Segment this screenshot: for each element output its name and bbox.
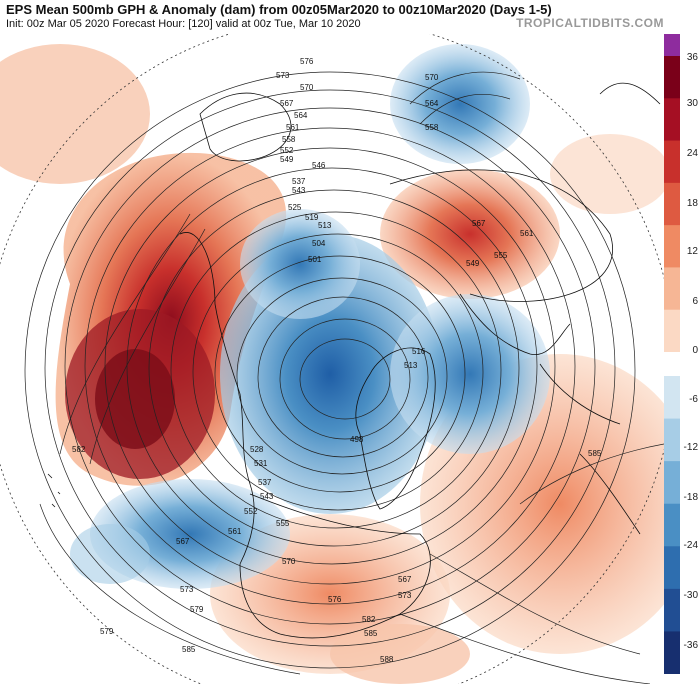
colorbar-swatch-negative bbox=[664, 546, 680, 590]
contour-label: 498 bbox=[350, 435, 364, 444]
contour-label: 567 bbox=[176, 537, 190, 546]
map-panel: 576 570 573 567 564 561 558 552 549 546 … bbox=[0, 34, 664, 684]
contour-label: 537 bbox=[292, 177, 306, 186]
contour-label: 555 bbox=[494, 251, 508, 260]
colorbar-tick: -36 bbox=[683, 640, 698, 651]
colorbar-tick: -6 bbox=[689, 394, 698, 405]
colorbar-tick: 30 bbox=[686, 98, 698, 109]
contour-label: 582 bbox=[72, 445, 86, 454]
contour-label: 576 bbox=[328, 595, 342, 604]
colorbar-swatch-negative bbox=[664, 631, 680, 675]
coastlines bbox=[47, 82, 661, 639]
contour-label: 546 bbox=[312, 161, 326, 170]
contour-label: 555 bbox=[276, 519, 290, 528]
colorbar-swatches bbox=[664, 34, 680, 675]
contour-label: 564 bbox=[294, 111, 308, 120]
contour-label: 570 bbox=[282, 557, 296, 566]
contour-label: 570 bbox=[300, 83, 314, 92]
contour-label: 585 bbox=[364, 629, 378, 638]
height-contours bbox=[24, 71, 664, 684]
colorbar-tick: 12 bbox=[686, 246, 698, 257]
colorbar-tick: 0 bbox=[692, 345, 698, 356]
contour-label: 579 bbox=[190, 605, 204, 614]
colorbar-swatch-positive bbox=[664, 140, 680, 184]
contour-label: 543 bbox=[292, 186, 306, 195]
anomaly-shading bbox=[0, 44, 664, 684]
contour-label: 501 bbox=[308, 255, 322, 264]
colorbar-tick: -18 bbox=[683, 492, 698, 503]
contour-label: 588 bbox=[380, 655, 394, 664]
contour-label: 528 bbox=[250, 445, 264, 454]
colorbar-swatch-positive bbox=[664, 98, 680, 142]
contour-label: 543 bbox=[260, 492, 274, 501]
map-title: EPS Mean 500mb GPH & Anomaly (dam) from … bbox=[6, 2, 552, 17]
contour-label: 573 bbox=[398, 591, 412, 600]
colorbar-tick: -30 bbox=[683, 590, 698, 601]
contour-label: 561 bbox=[286, 123, 300, 132]
colorbar-swatch-positive bbox=[664, 182, 680, 226]
contour-label: 513 bbox=[318, 221, 332, 230]
colorbar-tick: 24 bbox=[686, 148, 698, 159]
colorbar-swatch-positive bbox=[664, 267, 680, 311]
contour-label: 579 bbox=[100, 627, 114, 636]
colorbar-swatch-negative bbox=[664, 503, 680, 547]
hemisphere-map: 576 570 573 567 564 561 558 552 549 546 … bbox=[0, 34, 664, 684]
colorbar-tick-labels: 36 30 24 18 12 6 0 -6 -12 -18 -24 -30 -3… bbox=[680, 34, 700, 674]
contour-label: 567 bbox=[280, 99, 294, 108]
colorbar-tick: -24 bbox=[683, 540, 698, 551]
contour-label: 564 bbox=[425, 99, 439, 108]
contour-label: 516 bbox=[412, 347, 426, 356]
contour-label: 504 bbox=[312, 239, 326, 248]
contour-label: 573 bbox=[180, 585, 194, 594]
contour-label: 585 bbox=[588, 449, 602, 458]
contour-label: 525 bbox=[288, 203, 302, 212]
contour-label: 561 bbox=[520, 229, 534, 238]
colorbar-swatch-negative bbox=[664, 418, 680, 462]
colorbar-swatch-positive bbox=[664, 56, 680, 99]
contour-label: 573 bbox=[276, 71, 290, 80]
contour-label: 567 bbox=[472, 219, 486, 228]
contour-label: 585 bbox=[182, 645, 196, 654]
contour-label: 531 bbox=[254, 459, 268, 468]
colorbar-tick: -12 bbox=[683, 442, 698, 453]
colorbar-tick: 36 bbox=[686, 52, 698, 63]
contour-labels: 576 570 573 567 564 561 558 552 549 546 … bbox=[72, 57, 602, 664]
colorbar-tick: 18 bbox=[686, 198, 698, 209]
contour-label: 549 bbox=[280, 155, 294, 164]
anomaly-colorbar bbox=[664, 34, 680, 675]
contour-label: 552 bbox=[280, 146, 294, 155]
header: EPS Mean 500mb GPH & Anomaly (dam) from … bbox=[0, 0, 700, 34]
contour-label: 513 bbox=[404, 361, 418, 370]
contour-label: 558 bbox=[282, 135, 296, 144]
contour-label: 582 bbox=[362, 615, 376, 624]
contour-label: 576 bbox=[300, 57, 314, 66]
colorbar-swatch-negative bbox=[664, 588, 680, 632]
contour-label: 567 bbox=[398, 575, 412, 584]
colorbar-swatch-positive bbox=[664, 309, 680, 353]
colorbar-tick: 6 bbox=[692, 296, 698, 307]
contour-label: 561 bbox=[228, 527, 242, 536]
contour-label: 558 bbox=[425, 123, 439, 132]
map-subtitle: Init: 00z Mar 05 2020 Forecast Hour: [12… bbox=[6, 18, 361, 30]
colorbar-swatch-neutral bbox=[664, 352, 680, 376]
contour-label: 519 bbox=[305, 213, 319, 222]
colorbar-swatch-positive bbox=[664, 225, 680, 268]
brand-label: TROPICALTIDBITS.COM bbox=[516, 16, 664, 30]
colorbar-swatch-negative bbox=[664, 376, 680, 420]
contour-label: 549 bbox=[466, 259, 480, 268]
contour-label: 537 bbox=[258, 478, 272, 487]
colorbar-swatch-negative bbox=[664, 461, 680, 505]
contour-label: 570 bbox=[425, 73, 439, 82]
colorbar-top-swatch bbox=[664, 34, 680, 56]
contour-label: 552 bbox=[244, 507, 258, 516]
